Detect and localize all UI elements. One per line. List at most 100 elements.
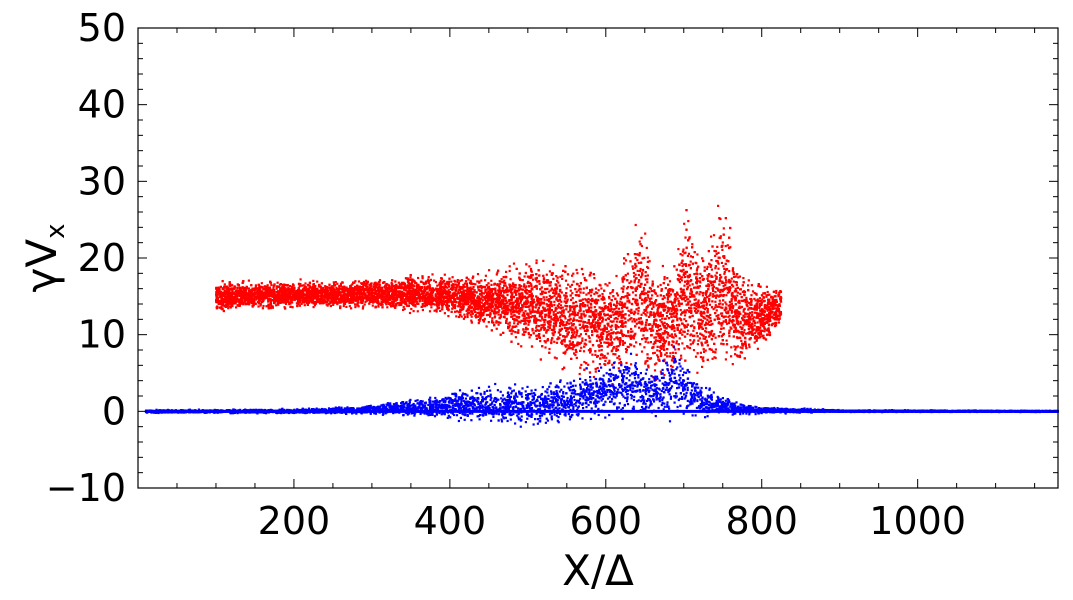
- scatter-point: [641, 274, 644, 277]
- scatter-point: [361, 301, 364, 305]
- scatter-point: [749, 318, 752, 321]
- scatter-point: [529, 267, 533, 271]
- scatter-point: [570, 283, 574, 286]
- scatter-point: [416, 285, 419, 288]
- scatter-point: [438, 283, 441, 286]
- scatter-point: [410, 282, 414, 285]
- scatter-point: [476, 295, 479, 298]
- scatter-point: [579, 327, 582, 330]
- scatter-point: [742, 324, 745, 327]
- scatter-point: [537, 309, 540, 312]
- scatter-point: [656, 285, 660, 288]
- scatter-point: [712, 334, 715, 338]
- scatter-point: [747, 279, 750, 282]
- scatter-point: [611, 324, 614, 327]
- scatter-point: [686, 332, 689, 335]
- scatter-point: [640, 298, 644, 301]
- scatter-point: [564, 279, 568, 282]
- scatter-point: [651, 280, 654, 283]
- scatter-point: [533, 318, 536, 321]
- scatter-point: [724, 358, 727, 361]
- scatter-point: [583, 360, 586, 364]
- scatter-point: [710, 259, 713, 262]
- scatter-point: [638, 251, 641, 255]
- scatter-point: [694, 298, 697, 301]
- scatter-point: [283, 306, 286, 309]
- scatter-point: [341, 281, 344, 284]
- scatter-point: [518, 294, 521, 297]
- scatter-point: [537, 310, 540, 313]
- scatter-point: [720, 261, 723, 264]
- scatter-point: [689, 324, 692, 328]
- scatter-point: [734, 326, 737, 329]
- scatter-point: [690, 288, 693, 291]
- scatter-point: [530, 283, 533, 286]
- scatter-point: [696, 371, 699, 374]
- scatter-point: [609, 305, 612, 308]
- scatter-point: [549, 289, 552, 292]
- scatter-point: [350, 307, 353, 310]
- scatter-point: [652, 313, 655, 316]
- scatter-point: [672, 327, 675, 330]
- scatter-point: [751, 333, 754, 336]
- scatter-point: [560, 291, 563, 294]
- scatter-point: [505, 317, 508, 320]
- scatter-point: [645, 314, 648, 317]
- scatter-point: [545, 281, 548, 284]
- scatter-point: [639, 294, 642, 297]
- scatter-point: [676, 319, 679, 322]
- scatter-point: [700, 314, 703, 318]
- scatter-point: [725, 339, 728, 342]
- scatter-point: [460, 315, 463, 318]
- scatter-point: [488, 315, 492, 318]
- scatter-point: [346, 290, 349, 293]
- scatter-point: [228, 305, 231, 308]
- scatter-point: [683, 314, 687, 317]
- scatter-point: [433, 303, 436, 306]
- scatter-point: [506, 311, 509, 314]
- scatter-point: [250, 299, 253, 302]
- scatter-point: [402, 308, 405, 311]
- scatter-point: [247, 287, 251, 290]
- scatter-point: [499, 313, 502, 316]
- scatter-point: [638, 240, 641, 243]
- scatter-point: [564, 294, 567, 297]
- scatter-point: [701, 365, 704, 368]
- scatter-point: [763, 299, 766, 303]
- scatter-point: [714, 336, 717, 339]
- scatter-point: [456, 279, 459, 282]
- scatter-point: [683, 318, 686, 321]
- scatter-point: [698, 285, 701, 288]
- scatter-point: [630, 363, 633, 366]
- scatter-point: [598, 363, 601, 366]
- scatter-point: [577, 289, 580, 292]
- scatter-point: [637, 312, 640, 315]
- scatter-point: [511, 306, 514, 309]
- scatter-point: [514, 331, 517, 334]
- scatter-point: [496, 271, 499, 274]
- scatter-point: [559, 275, 562, 278]
- scatter-point: [561, 277, 564, 280]
- scatter-point: [583, 329, 586, 332]
- scatter-point: [491, 319, 494, 322]
- scatter-point: [755, 316, 758, 319]
- scatter-point: [597, 314, 600, 317]
- scatter-point: [535, 334, 538, 337]
- scatter-point: [624, 348, 628, 351]
- scatter-point: [640, 236, 643, 239]
- scatter-point: [602, 318, 605, 321]
- scatter-point: [502, 298, 505, 301]
- scatter-point: [421, 302, 424, 306]
- scatter-point: [750, 324, 753, 327]
- scatter-point: [380, 286, 384, 289]
- scatter-point: [548, 270, 551, 273]
- scatter-point: [616, 324, 619, 327]
- scatter-point: [290, 287, 293, 291]
- scatter-point: [365, 288, 369, 291]
- scatter-point: [599, 354, 602, 357]
- scatter-point: [439, 280, 442, 283]
- scatter-point: [641, 272, 644, 275]
- scatter-point: [553, 340, 556, 343]
- scatter-point: [484, 274, 487, 277]
- scatter-point: [692, 340, 695, 343]
